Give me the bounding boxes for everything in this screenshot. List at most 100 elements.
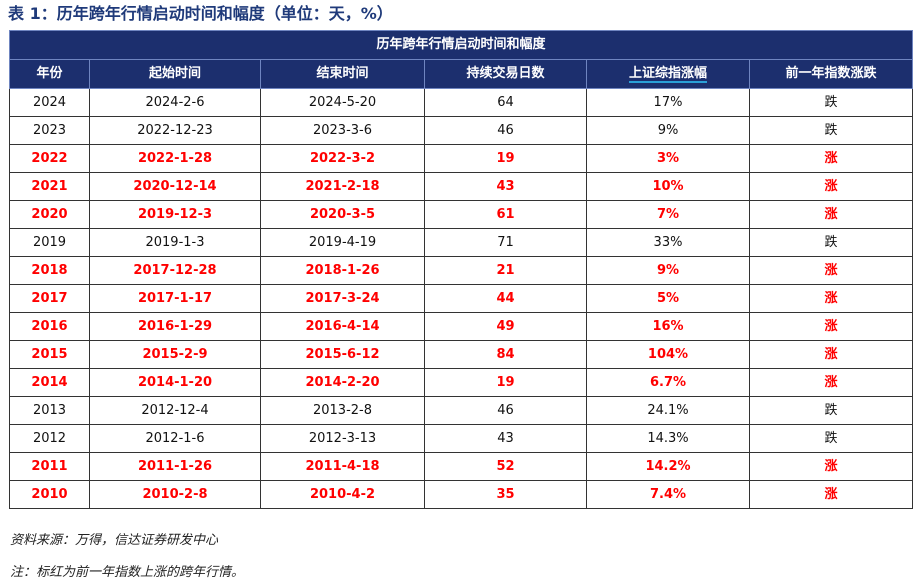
table-cell: 2013	[9, 396, 90, 425]
table-cell: 2015-6-12	[260, 340, 425, 369]
table-cell: 2021-2-18	[260, 172, 425, 201]
table-cell: 2016	[9, 312, 90, 341]
table-cell: 2014	[9, 368, 90, 397]
table-cell: 2012-1-6	[89, 424, 261, 453]
table-cell: 61	[424, 200, 587, 229]
table-cell: 涨	[748, 480, 914, 509]
table-cell: 2024	[9, 88, 90, 117]
table-cell: 涨	[748, 200, 914, 229]
table-cell: 2017-3-24	[260, 284, 425, 313]
table-cell: 2012	[9, 424, 90, 453]
table-cell: 涨	[748, 340, 914, 369]
table-cell: 10%	[586, 172, 750, 201]
table-cell: 2023-3-6	[260, 116, 425, 145]
table-cell: 2023	[9, 116, 90, 145]
table-cell: 6.7%	[586, 368, 750, 397]
table-cell: 35	[424, 480, 587, 509]
table-row: 2020 2019-12-3 2020-3-5 61 7% 涨	[9, 200, 914, 229]
table-row: 2011 2011-1-26 2011-4-18 52 14.2% 涨	[9, 452, 914, 481]
column-header: 结束时间	[260, 59, 425, 89]
table-cell: 33%	[586, 228, 750, 257]
table-row: 2024 2024-2-6 2024-5-20 64 17% 跌	[9, 88, 914, 117]
table-cell: 7.4%	[586, 480, 750, 509]
table-cell: 2020-12-14	[89, 172, 261, 201]
table-cell: 2018-1-26	[260, 256, 425, 285]
table-cell: 2019-12-3	[89, 200, 261, 229]
table-row: 2015 2015-2-9 2015-6-12 84 104% 涨	[9, 340, 914, 369]
table-cell: 跌	[748, 424, 914, 453]
table-cell: 14.3%	[586, 424, 750, 453]
table-row: 2021 2020-12-14 2021-2-18 43 10% 涨	[9, 172, 914, 201]
table-cell: 2016-1-29	[89, 312, 261, 341]
table-cell: 涨	[748, 256, 914, 285]
column-header: 持续交易日数	[424, 59, 587, 89]
column-header: 前一年指数涨跌	[748, 59, 914, 89]
table-cell: 2019-1-3	[89, 228, 261, 257]
table-cell: 46	[424, 396, 587, 425]
table-cell: 21	[424, 256, 587, 285]
table-cell: 2020	[9, 200, 90, 229]
table-cell: 71	[424, 228, 587, 257]
table-cell: 52	[424, 452, 587, 481]
table-cell: 46	[424, 116, 587, 145]
table-cell: 2014-2-20	[260, 368, 425, 397]
table-row: 2010 2010-2-8 2010-4-2 35 7.4% 涨	[9, 480, 914, 509]
table-cell: 49	[424, 312, 587, 341]
table-cell: 2012-12-4	[89, 396, 261, 425]
table-cell: 涨	[748, 172, 914, 201]
table-cell: 2010	[9, 480, 90, 509]
table-cell: 14.2%	[586, 452, 750, 481]
table-row: 2022 2022-1-28 2022-3-2 19 3% 涨	[9, 144, 914, 173]
table-cell: 跌	[748, 396, 914, 425]
table-cell: 5%	[586, 284, 750, 313]
table-row: 2017 2017-1-17 2017-3-24 44 5% 涨	[9, 284, 914, 313]
table-cell: 2024-5-20	[260, 88, 425, 117]
table-cell: 2022-3-2	[260, 144, 425, 173]
table-cell: 2011-1-26	[89, 452, 261, 481]
table-cell: 2022	[9, 144, 90, 173]
table-cell: 涨	[748, 284, 914, 313]
table-cell: 43	[424, 172, 587, 201]
table-cell: 19	[424, 368, 587, 397]
table-cell: 跌	[748, 88, 914, 117]
table-cell: 2019	[9, 228, 90, 257]
table-title: 表 1：历年跨年行情启动时间和幅度（单位：天，%）	[8, 4, 393, 23]
table-banner: 历年跨年行情启动时间和幅度	[8, 30, 914, 60]
table-cell: 跌	[748, 116, 914, 145]
table-cell: 2012-3-13	[260, 424, 425, 453]
table-cell: 3%	[586, 144, 750, 173]
data-table: 历年跨年行情启动时间和幅度 年份 起始时间 结束时间 持续交易日数 上证综指涨幅 前一年指…	[8, 30, 914, 509]
table-cell: 2022-12-23	[89, 116, 261, 145]
table-cell: 2015	[9, 340, 90, 369]
table-cell: 2014-1-20	[89, 368, 261, 397]
table-row: 2014 2014-1-20 2014-2-20 19 6.7% 涨	[9, 368, 914, 397]
table-cell: 2024-2-6	[89, 88, 261, 117]
column-header: 起始时间	[89, 59, 261, 89]
table-cell: 涨	[748, 312, 914, 341]
table-row: 2023 2022-12-23 2023-3-6 46 9% 跌	[9, 116, 914, 145]
table-cell: 2011-4-18	[260, 452, 425, 481]
table-cell: 43	[424, 424, 587, 453]
table-cell: 2017	[9, 284, 90, 313]
table-cell: 2010-4-2	[260, 480, 425, 509]
table-cell: 涨	[748, 452, 914, 481]
table-cell: 44	[424, 284, 587, 313]
table-row: 2018 2017-12-28 2018-1-26 21 9% 涨	[9, 256, 914, 285]
table-cell: 2010-2-8	[89, 480, 261, 509]
footnote: 注：标红为前一年指数上涨的跨年行情。	[10, 565, 245, 580]
table-cell: 2020-3-5	[260, 200, 425, 229]
column-header: 上证综指涨幅	[586, 59, 750, 89]
table-cell: 9%	[586, 256, 750, 285]
table-row: 2016 2016-1-29 2016-4-14 49 16% 涨	[9, 312, 914, 341]
table-cell: 2021	[9, 172, 90, 201]
table-cell: 9%	[586, 116, 750, 145]
table-cell: 涨	[748, 144, 914, 173]
table-cell: 104%	[586, 340, 750, 369]
table-cell: 24.1%	[586, 396, 750, 425]
table-cell: 2022-1-28	[89, 144, 261, 173]
table-cell: 2017-12-28	[89, 256, 261, 285]
table-cell: 19	[424, 144, 587, 173]
table-cell: 2018	[9, 256, 90, 285]
table-row: 2013 2012-12-4 2013-2-8 46 24.1% 跌	[9, 396, 914, 425]
source-note: 资料来源：万得，信达证券研发中心	[10, 533, 219, 548]
